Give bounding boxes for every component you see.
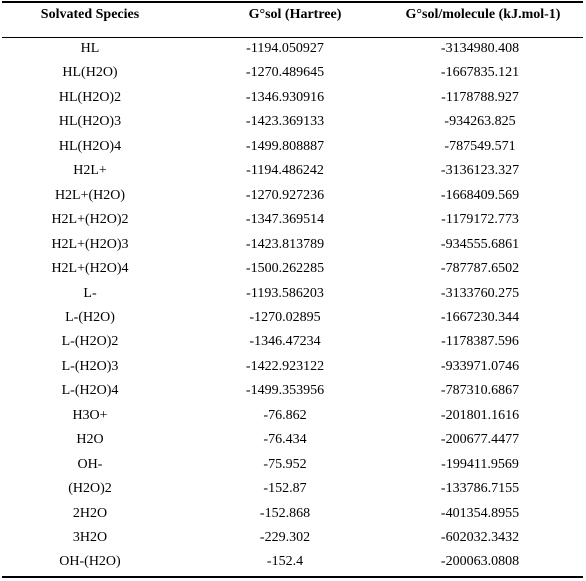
g-sol-molecule-cell: -200063.0808: [440, 554, 520, 570]
g-sol-molecule-cell: -1178387.596: [441, 334, 519, 350]
table-row: OH-(H2O) -152.4 -200063.0808: [0, 551, 586, 575]
g-sol-cell: -1194.050927: [246, 41, 324, 56]
g-sol-cell: -76.862: [263, 407, 307, 423]
g-sol-cell: -1270.02895: [249, 309, 321, 325]
header-g-sol: G°sol (Hartree): [248, 7, 342, 22]
g-sol-cell: -1423.813789: [245, 236, 325, 252]
table-row: OH- -75.952 -199411.9569: [0, 454, 586, 478]
g-sol-cell: -1193.586203: [246, 285, 324, 301]
g-sol-cell: -152.868: [259, 505, 311, 521]
g-sol-cell: -1423.369133: [245, 114, 325, 130]
header-species: Solvated Species: [40, 7, 140, 22]
table-row: HL(H2O)4 -1499.808887 -787549.571: [0, 136, 586, 160]
g-sol-cell: -152.87: [263, 481, 307, 497]
g-sol-cell: -75.952: [263, 456, 307, 472]
g-sol-molecule-cell: -3133760.275: [440, 285, 520, 301]
g-sol-cell: -76.434: [263, 432, 307, 448]
table-row: H2L+(H2O)3 -1423.813789 -934555.6861: [0, 234, 586, 258]
table-row: 3H2O -229.302 -602032.3432: [0, 527, 586, 551]
g-sol-molecule-cell: -1667835.121: [440, 65, 520, 81]
g-sol-cell: -1194.486242: [246, 163, 324, 179]
g-sol-molecule-cell: -201801.1616: [440, 407, 520, 423]
table-bottom-rule: [2, 576, 583, 578]
table-row: L-(H2O) -1270.02895 -1667230.344: [0, 307, 586, 331]
species-cell: H3O+: [72, 407, 108, 423]
g-sol-cell: -1346.47234: [249, 334, 321, 350]
table-row: HL(H2O)2 -1346.930916 -1178788.927: [0, 87, 586, 111]
table-row: L-(H2O)2 -1346.47234 -1178387.596: [0, 331, 586, 355]
g-sol-molecule-cell: -787549.571: [444, 138, 516, 154]
species-cell: L-(H2O): [65, 309, 115, 325]
g-sol-molecule-cell: -787310.6867: [440, 383, 520, 399]
g-sol-cell: -1346.930916: [245, 89, 325, 105]
table-top-rule: [2, 1, 583, 3]
species-cell: HL(H2O): [62, 65, 118, 81]
table-row: (H2O)2 -152.87 -133786.7155: [0, 478, 586, 502]
species-cell: 3H2O: [72, 530, 108, 545]
table-row: 2H2O -152.868 -401354.8955: [0, 503, 586, 527]
species-cell: H2L+: [73, 163, 107, 179]
species-cell: H2L+(H2O): [54, 187, 126, 203]
g-sol-molecule-cell: -1668409.569: [440, 187, 520, 203]
species-cell: HL: [80, 41, 100, 56]
g-sol-molecule-cell: -1178788.927: [441, 89, 519, 105]
g-sol-molecule-cell: -787787.6502: [440, 261, 520, 277]
g-sol-cell: -229.302: [259, 530, 311, 545]
g-sol-cell: -1500.262285: [245, 261, 325, 277]
g-sol-molecule-cell: -200677.4477: [440, 432, 520, 448]
species-cell: OH-: [77, 456, 103, 472]
species-cell: OH-(H2O): [59, 554, 121, 570]
table-row: H3O+ -76.862 -201801.1616: [0, 405, 586, 429]
g-sol-cell: -152.4: [266, 554, 304, 570]
g-sol-molecule-cell: -199411.9569: [441, 456, 519, 472]
species-cell: HL(H2O)4: [58, 138, 122, 154]
table-row: L- -1193.586203 -3133760.275: [0, 283, 586, 307]
g-sol-molecule-cell: -401354.8955: [440, 505, 520, 521]
header-rule: [2, 37, 583, 38]
g-sol-cell: -1347.369514: [245, 212, 325, 228]
table-row: H2L+(H2O)4 -1500.262285 -787787.6502: [0, 258, 586, 282]
g-sol-cell: -1422.923122: [245, 358, 325, 374]
g-sol-cell: -1499.353956: [245, 383, 325, 399]
species-cell: L-: [83, 285, 97, 301]
g-sol-molecule-cell: -1667230.344: [440, 309, 520, 325]
g-sol-molecule-cell: -133786.7155: [440, 481, 520, 497]
table-row: H2L+(H2O) -1270.927236 -1668409.569: [0, 185, 586, 209]
g-sol-cell: -1499.808887: [245, 138, 325, 154]
table-row: H2L+(H2O)2 -1347.369514 -1179172.773: [0, 209, 586, 233]
g-sol-cell: -1270.927236: [245, 187, 325, 203]
species-cell: H2L+(H2O)2: [51, 212, 129, 228]
table-row: L-(H2O)3 -1422.923122 -933971.0746: [0, 356, 586, 380]
species-cell: L-(H2O)2: [61, 334, 119, 350]
species-cell: H2O: [76, 432, 104, 448]
g-sol-cell: -1270.489645: [245, 65, 325, 81]
species-cell: HL(H2O)2: [58, 89, 122, 105]
species-cell: HL(H2O)3: [58, 114, 122, 130]
species-cell: H2L+(H2O)3: [51, 236, 129, 252]
header-g-sol-molecule: G°sol/molecule (kJ.mol-1): [405, 7, 561, 22]
species-cell: H2L+(H2O)4: [51, 261, 129, 277]
g-sol-molecule-cell: -1179172.773: [441, 212, 519, 228]
table-row: HL(H2O)3 -1423.369133 -934263.825: [0, 111, 586, 135]
g-sol-molecule-cell: -934555.6861: [440, 236, 520, 252]
g-sol-molecule-cell: -3136123.327: [440, 163, 520, 179]
g-sol-molecule-cell: -3134980.408: [440, 41, 520, 56]
species-cell: L-(H2O)3: [61, 358, 119, 374]
table-row: H2O -76.434 -200677.4477: [0, 429, 586, 453]
g-sol-molecule-cell: -934263.825: [444, 114, 516, 130]
table-row: HL(H2O) -1270.489645 -1667835.121: [0, 62, 586, 86]
species-cell: 2H2O: [72, 505, 108, 521]
species-cell: L-(H2O)4: [61, 383, 119, 399]
table-row: L-(H2O)4 -1499.353956 -787310.6867: [0, 380, 586, 404]
g-sol-molecule-cell: -602032.3432: [440, 530, 520, 545]
species-cell: (H2O)2: [68, 481, 112, 497]
table-row: HL -1194.050927 -3134980.408: [0, 38, 586, 62]
g-sol-molecule-cell: -933971.0746: [440, 358, 520, 374]
table-row: H2L+ -1194.486242 -3136123.327: [0, 160, 586, 184]
